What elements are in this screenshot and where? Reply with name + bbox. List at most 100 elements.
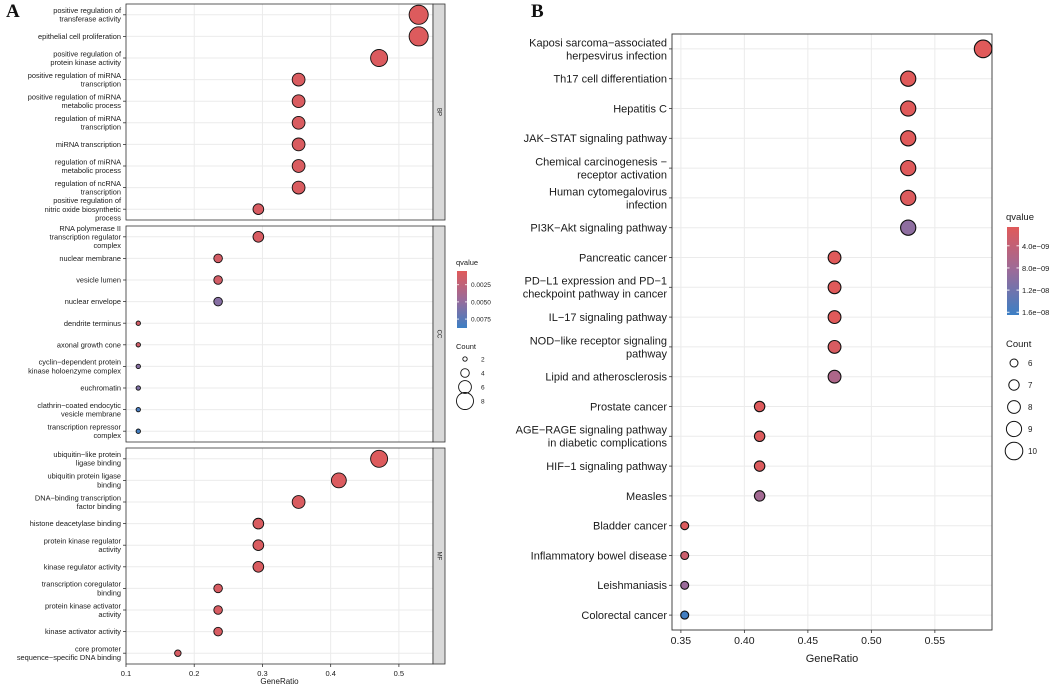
facet-background bbox=[126, 448, 433, 664]
y-tick-label-line: ubiquitin protein ligase bbox=[47, 472, 121, 481]
legend-size-key bbox=[462, 356, 468, 362]
data-point bbox=[900, 130, 917, 147]
y-tick-label-line: euchromatin bbox=[80, 384, 121, 393]
y-tick-label: Kaposi sarcoma−associated herpesvirus inf… bbox=[529, 37, 667, 62]
data-point bbox=[900, 159, 917, 177]
panel-label-b: B bbox=[531, 1, 544, 22]
y-tick-label-line: Colorectal cancer bbox=[581, 610, 667, 622]
data-point bbox=[900, 189, 917, 207]
y-tick-label: PI3K−Akt signaling pathway bbox=[530, 223, 667, 235]
y-tick-label: positive regulation of transferase activi… bbox=[53, 6, 122, 24]
y-tick-label: regulation of ncRNA transcription bbox=[55, 179, 121, 197]
data-point bbox=[252, 539, 265, 552]
y-tick-label: Th17 cell differentiation bbox=[553, 74, 667, 86]
y-tick-label-line: kinase regulator activity bbox=[44, 562, 122, 571]
y-tick-label: ubiquitin protein ligase binding bbox=[47, 472, 121, 490]
data-point bbox=[827, 310, 842, 325]
y-tick-label-line: positive regulation of miRNA bbox=[28, 71, 121, 80]
data-point bbox=[827, 250, 842, 265]
facet-strip-label: MF bbox=[435, 552, 441, 561]
y-tick-label-line: metabolic process bbox=[61, 101, 121, 110]
x-tick-label: 0.35 bbox=[671, 635, 692, 647]
data-point bbox=[252, 561, 265, 573]
x-tick-label: 0.45 bbox=[798, 635, 819, 647]
y-tick-label-line: JAK−STAT signaling pathway bbox=[524, 133, 668, 145]
y-tick-label-line: activity bbox=[98, 545, 121, 554]
facet-cc: CC RNA polymerase II transcription regulat… bbox=[28, 224, 446, 443]
facet-background bbox=[126, 226, 433, 442]
y-tick-label-line: regulation of miRNA bbox=[55, 157, 121, 166]
y-tick-label-line: protein kinase activator bbox=[45, 601, 122, 610]
y-tick-label-line: binding bbox=[97, 588, 121, 597]
y-tick-label-line: positive regulation of bbox=[53, 6, 122, 15]
data-point bbox=[680, 550, 690, 561]
data-point bbox=[900, 70, 917, 87]
legend-size-key bbox=[1004, 441, 1024, 461]
y-tick-label-line: positive regulation of miRNA bbox=[28, 92, 121, 101]
legend-size-key bbox=[1005, 420, 1023, 438]
y-tick-label-line: nuclear envelope bbox=[65, 297, 121, 306]
y-tick-label-line: DNA−binding transcription bbox=[35, 493, 121, 502]
y-tick-label-line: Human cytomegalovirus bbox=[549, 186, 667, 198]
y-tick-label-line: transcription regulator bbox=[50, 232, 122, 241]
y-tick-label-line: transcription bbox=[81, 123, 121, 132]
y-tick-label-line: complex bbox=[93, 431, 121, 440]
y-tick-label-line: PI3K−Akt signaling pathway bbox=[530, 223, 667, 235]
y-tick-label-line: NOD−like receptor signaling bbox=[530, 335, 667, 347]
y-tick-label-line: ubiquitin−like protein bbox=[53, 450, 121, 459]
legend-size-key bbox=[456, 392, 474, 410]
y-tick-label-line: positive regulation of bbox=[53, 196, 122, 205]
y-tick-label-line: vesicle membrane bbox=[61, 409, 121, 418]
y-tick-label: clathrin−coated endocytic vesicle membran… bbox=[37, 401, 121, 419]
y-tick-label: positive regulation of protein kinase act… bbox=[50, 49, 122, 67]
x-axis-title: GeneRatio bbox=[806, 653, 859, 665]
y-tick-label-line: infection bbox=[626, 199, 667, 211]
y-tick-label-line: transcription bbox=[81, 187, 121, 196]
legend-size-key bbox=[1008, 379, 1020, 391]
x-tick-label: 0.2 bbox=[189, 669, 199, 678]
data-point bbox=[252, 230, 265, 243]
y-tick-label: protein kinase activator activity bbox=[45, 601, 122, 619]
y-tick-label-line: vesicle lumen bbox=[76, 276, 121, 285]
panel-b-plot: Kaposi sarcoma−associated herpesvirus inf… bbox=[516, 33, 993, 665]
data-point bbox=[680, 580, 690, 590]
legend-color-title: qvalue bbox=[456, 258, 478, 267]
y-tick-label: Human cytomegalovirus infection bbox=[549, 186, 667, 211]
y-tick-label-line: regulation of ncRNA bbox=[55, 179, 121, 188]
y-tick-label: DNA−binding transcription factor binding bbox=[35, 493, 121, 511]
y-tick-label: nuclear envelope bbox=[65, 297, 121, 306]
data-point bbox=[135, 320, 141, 326]
y-tick-label: transcription repressor complex bbox=[47, 422, 121, 440]
y-tick-label-line: binding bbox=[97, 480, 121, 489]
data-point bbox=[827, 280, 842, 295]
y-tick-label-line: Inflammatory bowel disease bbox=[531, 550, 667, 562]
x-tick-label: 0.4 bbox=[325, 669, 335, 678]
data-point bbox=[213, 296, 223, 307]
data-point bbox=[827, 369, 842, 384]
x-tick-label: 0.40 bbox=[734, 635, 755, 647]
x-axis-title: GeneRatio bbox=[260, 677, 299, 685]
y-tick-label: euchromatin bbox=[80, 384, 121, 393]
y-tick-label-line: dendrite terminus bbox=[64, 319, 121, 328]
data-point bbox=[252, 203, 265, 215]
y-tick-label: JAK−STAT signaling pathway bbox=[524, 133, 668, 145]
legend-size-key bbox=[460, 368, 470, 378]
y-tick-label-line: transcription repressor bbox=[47, 422, 121, 431]
data-point bbox=[213, 626, 223, 637]
y-tick-label-line: kinase activator activity bbox=[45, 627, 121, 636]
data-point bbox=[680, 610, 690, 620]
x-tick-label: 0.55 bbox=[925, 635, 946, 647]
y-tick-label: positive regulation of miRNA transcriptio… bbox=[28, 71, 121, 89]
y-tick-label: protein kinase regulator activity bbox=[44, 536, 122, 554]
data-point bbox=[213, 583, 223, 594]
data-point bbox=[370, 449, 389, 468]
y-tick-label-line: histone deacetylase binding bbox=[30, 519, 121, 528]
y-tick-label-line: Lipid and atherosclerosis bbox=[545, 372, 667, 384]
data-point bbox=[135, 406, 141, 413]
legend-size-label: 2 bbox=[481, 357, 485, 364]
facet-strip bbox=[432, 3, 446, 221]
y-tick-label-line: nitric oxide biosynthetic bbox=[45, 205, 122, 214]
x-tick-label: 0.5 bbox=[394, 669, 404, 678]
y-tick-label-line: metabolic process bbox=[61, 166, 121, 175]
